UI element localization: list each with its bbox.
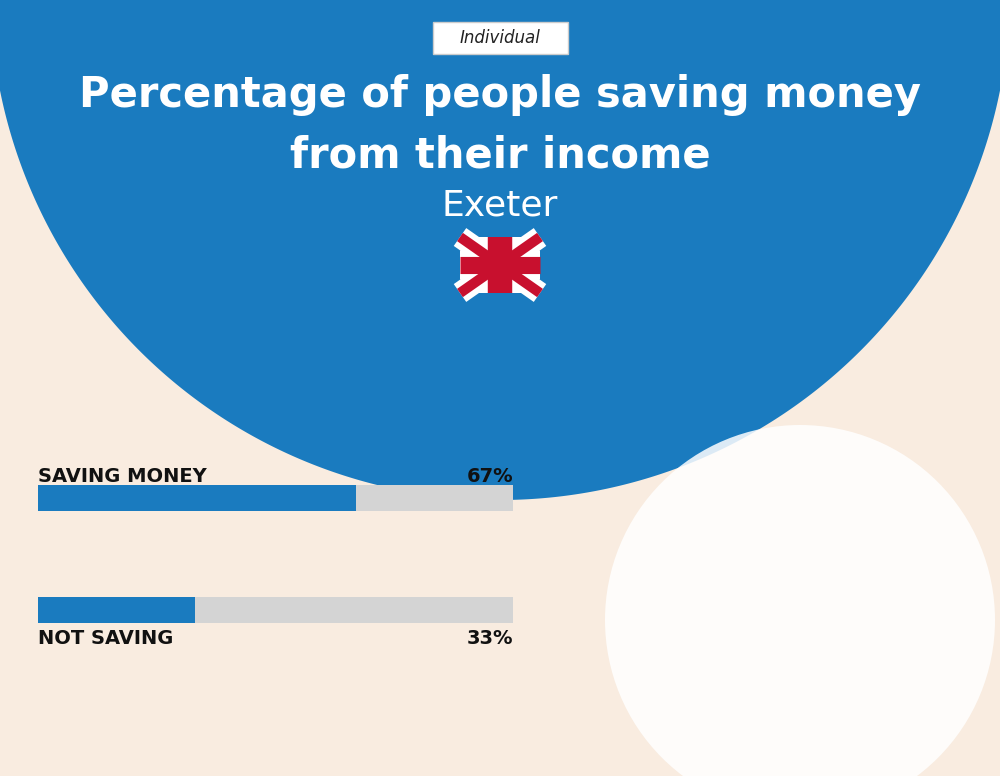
Polygon shape [0, 0, 1000, 500]
Text: 67%: 67% [466, 466, 513, 486]
Text: from their income: from their income [290, 134, 710, 176]
Circle shape [605, 425, 995, 776]
FancyBboxPatch shape [460, 237, 540, 293]
Text: 33%: 33% [466, 629, 513, 647]
Text: SAVING MONEY: SAVING MONEY [38, 466, 207, 486]
FancyBboxPatch shape [38, 485, 356, 511]
Text: NOT SAVING: NOT SAVING [38, 629, 173, 647]
Text: Individual: Individual [460, 29, 540, 47]
FancyBboxPatch shape [38, 485, 513, 511]
Text: Percentage of people saving money: Percentage of people saving money [79, 74, 921, 116]
FancyBboxPatch shape [38, 597, 513, 623]
FancyBboxPatch shape [432, 22, 568, 54]
Text: Exeter: Exeter [442, 188, 558, 222]
FancyBboxPatch shape [38, 597, 195, 623]
